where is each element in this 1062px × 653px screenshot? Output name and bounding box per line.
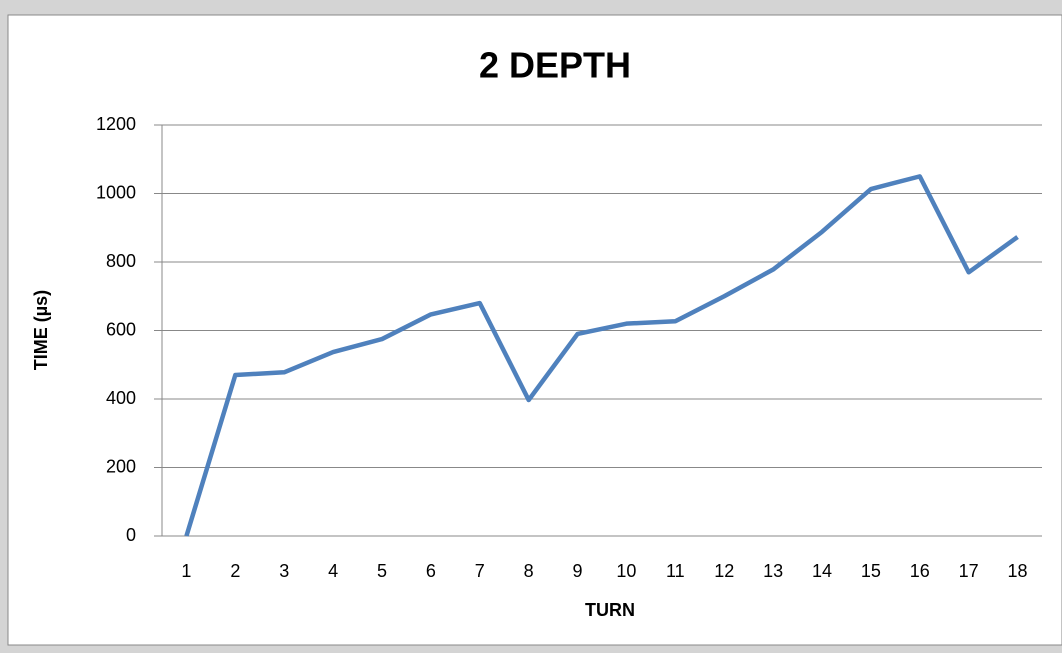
x-tick-label: 18 (1008, 561, 1028, 581)
y-tick-label: 0 (126, 525, 136, 545)
x-tick-label: 1 (181, 561, 191, 581)
x-tick-label: 14 (812, 561, 832, 581)
x-tick-label: 2 (230, 561, 240, 581)
y-tick-label: 600 (106, 319, 136, 339)
x-tick-label: 10 (616, 561, 636, 581)
x-tick-label: 16 (910, 561, 930, 581)
y-axis-label: TIME (µs) (31, 290, 51, 370)
data-line (184, 174, 1019, 537)
y-tick-label: 400 (106, 388, 136, 408)
x-tick-label: 4 (328, 561, 338, 581)
x-tick-label: 3 (279, 561, 289, 581)
x-tick-label: 17 (959, 561, 979, 581)
y-tick-label: 1000 (96, 182, 136, 202)
x-tick-label: 12 (714, 561, 734, 581)
x-tick-label: 7 (475, 561, 485, 581)
x-tick-label: 13 (763, 561, 783, 581)
x-tick-label: 5 (377, 561, 387, 581)
x-tick-label: 8 (524, 561, 534, 581)
x-tick-label: 9 (573, 561, 583, 581)
x-axis-label: TURN (585, 600, 635, 620)
chart-title: 2 DEPTH (479, 45, 631, 86)
x-tick-label: 11 (666, 561, 685, 581)
x-tick-label: 6 (426, 561, 436, 581)
y-tick-label: 1200 (96, 114, 136, 134)
y-tick-label: 800 (106, 251, 136, 271)
x-tick-label: 15 (861, 561, 881, 581)
y-tick-label: 200 (106, 456, 136, 476)
